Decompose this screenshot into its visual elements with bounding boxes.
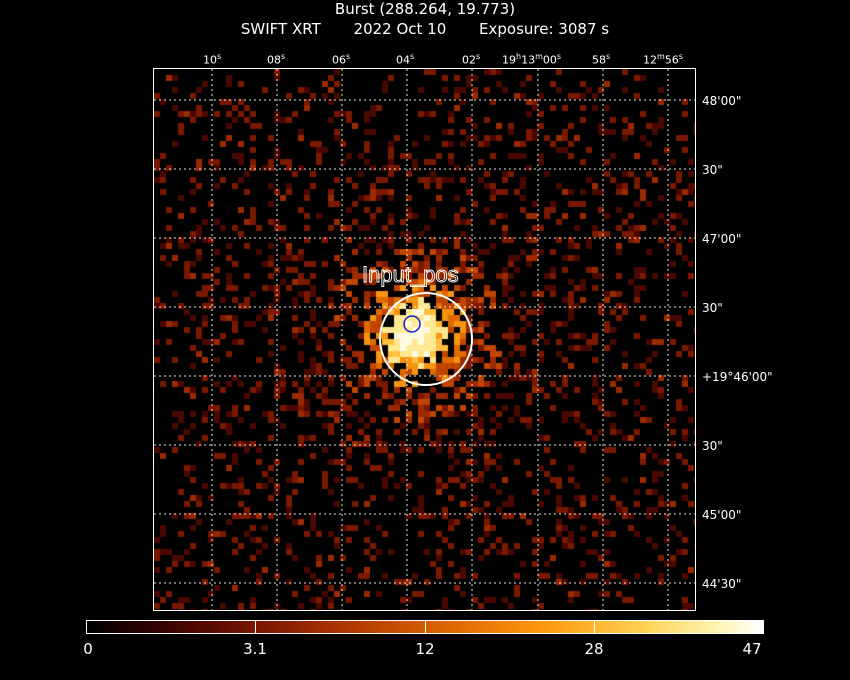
input-pos-label: Input_pos [362,262,459,287]
dec-tick-label: 48'00" [702,94,742,108]
colorbar-tick [255,620,256,634]
ra-tick-label: 08s [267,52,286,67]
colorbar-label: 47 [742,640,762,658]
colorbar-tick [425,620,426,634]
dec-tick-label: +19°46'00" [702,370,773,384]
ra-tick-label: 06s [332,52,351,67]
colorbar-label: 28 [584,640,604,658]
colorbar-label: 12 [415,640,435,658]
ra-tick-label: 12m56s [643,52,683,67]
dec-tick-label: 47'00" [702,232,742,246]
exposure-label: Exposure: 3087 s [479,20,610,38]
ra-tick-label: 10s [203,52,222,67]
date-label: 2022 Oct 10 [353,20,447,38]
colorbar-label: 0 [83,640,93,658]
input-position-circle [379,292,473,386]
ra-tick-label: 02s [462,52,481,67]
dec-tick-label: 30" [702,301,723,315]
dec-tick-label: 45'00" [702,508,742,522]
dec-tick-label: 44'30" [702,577,742,591]
dec-tick-label: 30" [702,163,723,177]
colorbar-label: 3.1 [243,640,267,658]
ra-tick-label: 04s [396,52,415,67]
xray-image-panel[interactable]: Input_pos [153,68,696,611]
ra-tick-label: 19h13m00s [502,52,562,67]
xray-counts-image [154,69,695,610]
image-title: Burst (288.264, 19.773) [334,0,516,18]
source-position-marker [403,315,421,333]
ra-tick-label: 58s [592,52,611,67]
coordinate-grid-overlay: Input_pos [154,69,695,610]
image-subtitle: SWIFT XRT 2022 Oct 10 Exposure: 3087 s [0,20,850,38]
colorbar-tick [594,620,595,634]
instrument-label: SWIFT XRT [240,20,321,38]
dec-tick-label: 30" [702,439,723,453]
